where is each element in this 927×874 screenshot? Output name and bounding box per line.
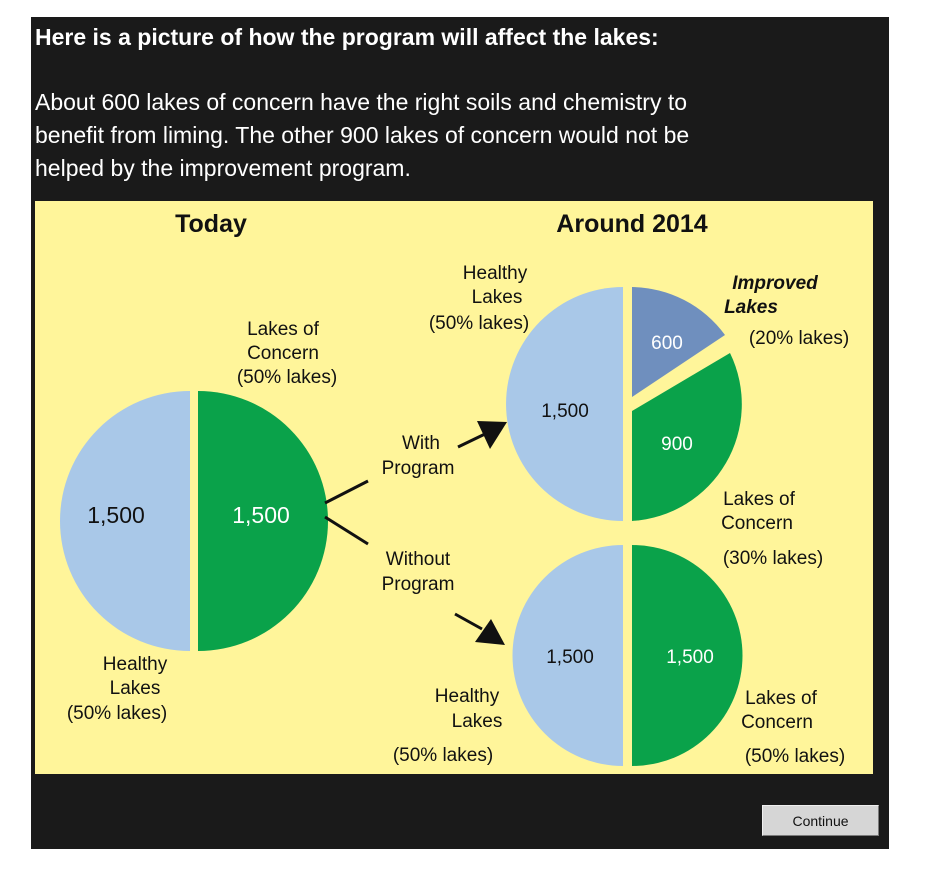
with-program-healthy-value: 1,500	[541, 401, 589, 422]
without-program-healthy-label: (50% lakes)	[393, 745, 493, 766]
with-program-label: Program	[382, 458, 455, 479]
branch-line-upper	[324, 479, 369, 505]
lakes-figure: Today Around 2014 1,500 1,500 Lakes of C…	[35, 201, 873, 774]
without-program-healthy-value: 1,500	[546, 647, 594, 668]
with-program-healthy-label: Healthy	[463, 263, 528, 284]
continue-button[interactable]: Continue	[762, 805, 879, 836]
today-healthy-label: Lakes	[110, 678, 161, 699]
without-program-concern-value: 1,500	[666, 647, 714, 668]
without-program-concern-label: Concern	[741, 712, 813, 733]
without-program-arrow-shaft	[454, 612, 483, 631]
with-program-improved-label: Improved	[732, 273, 818, 294]
intro-line: About 600 lakes of concern have the righ…	[35, 89, 688, 115]
today-concern-label: (50% lakes)	[237, 367, 337, 388]
with-program-concern-label: Concern	[721, 513, 793, 534]
lakes-pie-diagram: Today Around 2014 1,500 1,500 Lakes of C…	[60, 210, 849, 767]
today-healthy-label: (50% lakes)	[67, 703, 167, 724]
today-concern-label: Lakes of	[247, 319, 320, 340]
with-program-healthy-label: Lakes	[472, 287, 523, 308]
without-program-healthy-label: Lakes	[452, 711, 503, 732]
with-program-concern-label: Lakes of	[723, 489, 796, 510]
without-program-concern-slice	[632, 545, 743, 766]
with-program-healthy-slice	[506, 287, 623, 521]
today-healthy-label: Healthy	[103, 654, 168, 675]
today-title: Today	[175, 210, 247, 238]
without-program-concern-label: (50% lakes)	[745, 746, 845, 767]
today-concern-label: Concern	[247, 343, 319, 364]
today-healthy-slice	[60, 391, 190, 651]
with-program-label: With	[402, 433, 440, 454]
with-program-concern-label: (30% lakes)	[723, 548, 823, 569]
without-program-healthy-label: Healthy	[435, 686, 500, 707]
with-program-improved-label: Lakes	[724, 297, 778, 318]
page-heading: Here is a picture of how the program wil…	[35, 24, 659, 50]
intro-line: helped by the improvement program.	[35, 155, 411, 181]
today-concern-value: 1,500	[232, 502, 290, 528]
intro-paragraph: About 600 lakes of concern have the righ…	[35, 86, 855, 185]
without-program-concern-label: Lakes of	[745, 688, 818, 709]
with-program-arrow-shaft	[457, 432, 486, 449]
branch-line-lower	[324, 515, 369, 546]
without-program-label: Without	[386, 549, 451, 570]
with-program-improved-slice	[632, 287, 725, 397]
without-program-arrow-icon	[475, 619, 505, 645]
intro-line: benefit from liming. The other 900 lakes…	[35, 122, 690, 148]
with-program-improved-label: (20% lakes)	[749, 328, 849, 349]
with-program-concern-slice	[632, 353, 742, 521]
without-program-healthy-slice	[512, 545, 623, 766]
with-program-arrow-icon	[477, 421, 507, 449]
today-healthy-value: 1,500	[87, 502, 145, 528]
future-title: Around 2014	[556, 210, 708, 238]
today-concern-slice	[198, 391, 328, 651]
without-program-label: Program	[382, 574, 455, 595]
with-program-improved-value: 600	[651, 333, 683, 354]
with-program-concern-value: 900	[661, 434, 693, 455]
with-program-healthy-label: (50% lakes)	[429, 313, 529, 334]
